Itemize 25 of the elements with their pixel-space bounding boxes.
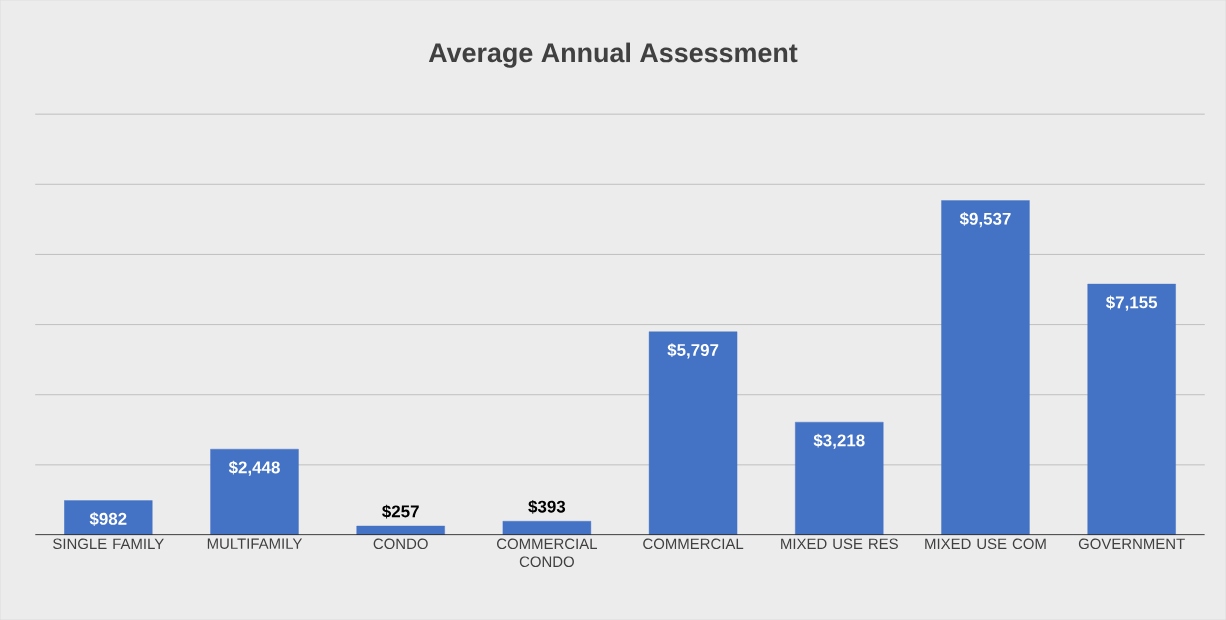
x-tick-label: MULTIFAMILY xyxy=(207,538,303,549)
bar xyxy=(941,200,1030,535)
bar xyxy=(1087,283,1176,535)
x-tick-label: GOVERNMENT xyxy=(1078,538,1185,550)
bar xyxy=(210,448,299,535)
data-label: $393 xyxy=(528,499,566,514)
x-tick-label: COMMERCIAL xyxy=(643,538,744,550)
x-tick-label: MIXED USE COM xyxy=(925,538,1046,550)
chart-title: Average Annual Assessment xyxy=(428,42,798,68)
bar xyxy=(502,520,592,535)
data-label: $5,797 xyxy=(667,343,719,359)
data-label: $3,218 xyxy=(813,433,865,449)
bar xyxy=(795,421,884,535)
data-label: $7,155 xyxy=(1105,295,1158,311)
x-tick-label: SINGLE FAMILY xyxy=(53,538,164,550)
data-label: $257 xyxy=(382,504,419,519)
bar xyxy=(64,500,153,535)
bar xyxy=(356,525,445,535)
data-label: $2,448 xyxy=(228,460,280,476)
x-tick-label: MIXED USE RES xyxy=(781,538,898,550)
data-label: $9,537 xyxy=(959,211,1011,228)
data-label: $982 xyxy=(89,511,127,526)
x-tick-label: CONDO xyxy=(373,538,428,550)
x-tick-label: COMMERCIAL CONDO xyxy=(497,538,598,567)
bar xyxy=(648,331,738,535)
